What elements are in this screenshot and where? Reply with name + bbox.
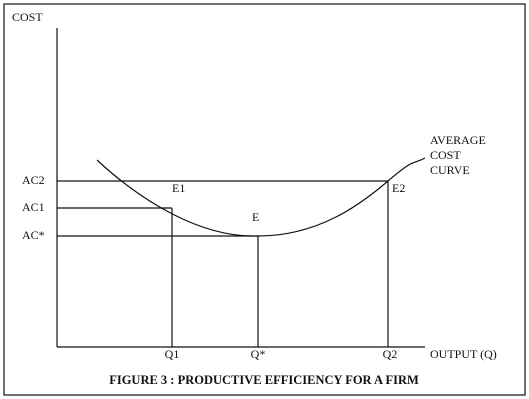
curve-label: CURVE: [430, 163, 470, 177]
point-label: E1: [172, 181, 185, 195]
x-level-label: Q*: [251, 347, 266, 361]
point-label: E: [252, 210, 259, 224]
curve-label: AVERAGE: [430, 133, 486, 147]
y-level-label: AC2: [22, 173, 45, 187]
x-axis-label: OUTPUT (Q): [430, 347, 497, 361]
x-level-label: Q2: [383, 347, 398, 361]
y-axis-label: COST: [12, 10, 43, 24]
x-level-label: Q1: [165, 347, 180, 361]
caption: FIGURE 3 : PRODUCTIVE EFFICIENCY FOR A F…: [109, 373, 419, 387]
frame: [3, 3, 526, 396]
point-label: E2: [392, 181, 405, 195]
y-level-label: AC1: [22, 200, 45, 214]
y-level-label: AC*: [22, 228, 45, 242]
curve-label: COST: [430, 148, 461, 162]
average-cost-curve: [96, 157, 426, 237]
